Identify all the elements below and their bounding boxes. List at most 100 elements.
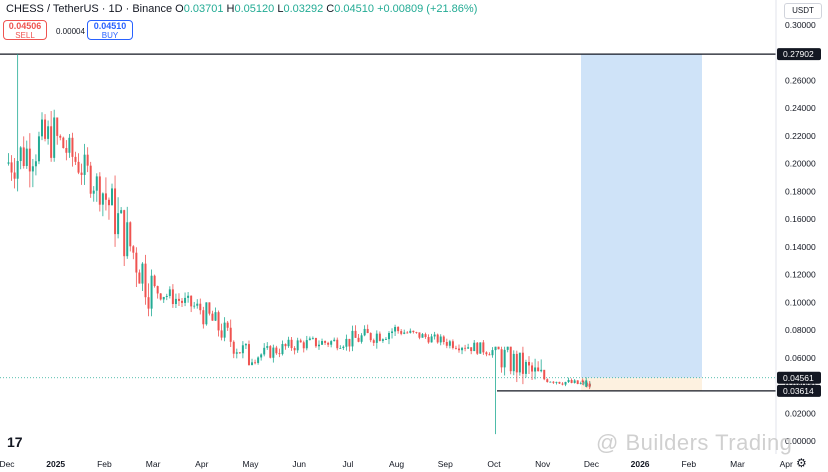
- price-tick-label: 0.02000: [785, 408, 816, 418]
- candle-body: [451, 341, 454, 348]
- price-tick-label: 0.22000: [785, 131, 816, 141]
- currency-selector[interactable]: USDT: [784, 3, 822, 19]
- candle-body: [132, 246, 135, 253]
- candle-body: [579, 383, 582, 385]
- candle-body: [53, 117, 56, 158]
- candle-body: [19, 147, 22, 162]
- candle-body: [138, 272, 141, 284]
- candle-body: [101, 193, 104, 205]
- time-tick-label: Feb: [681, 459, 696, 469]
- time-tick-label: Apr: [195, 459, 208, 469]
- candle-body: [424, 334, 427, 338]
- candle-body: [418, 332, 421, 338]
- time-tick-label: Dec: [0, 459, 15, 469]
- candle-body: [400, 331, 403, 334]
- candle-body: [187, 295, 190, 298]
- candle-body: [561, 383, 564, 385]
- candle-body: [129, 222, 132, 247]
- spread-value: 0.00004: [56, 27, 85, 36]
- candle-body: [299, 340, 302, 343]
- candle-body: [156, 286, 159, 294]
- candle-body: [497, 346, 500, 350]
- candle-body: [247, 344, 250, 366]
- candle-body: [546, 379, 549, 383]
- candle-body: [296, 340, 299, 351]
- candle-body: [384, 339, 387, 340]
- close-value: 0.04510: [334, 3, 374, 15]
- candle-body: [238, 352, 241, 354]
- candle-body: [168, 289, 171, 296]
- current-price-tag-bg: [777, 371, 821, 384]
- candle-body: [576, 380, 579, 384]
- candle-body: [266, 346, 269, 348]
- support-price-tag-bg: [777, 384, 821, 397]
- candles-group: [7, 54, 591, 435]
- candle-body: [375, 333, 378, 343]
- candle-body: [394, 326, 397, 332]
- candle-body: [177, 298, 180, 301]
- candle-body: [244, 344, 247, 346]
- candle-body: [506, 346, 509, 350]
- candle-body: [47, 126, 50, 139]
- candle-body: [159, 293, 162, 300]
- candle-body: [254, 362, 257, 364]
- candle-body: [153, 275, 156, 287]
- candle-body: [442, 336, 445, 342]
- candle-body: [500, 349, 503, 368]
- candle-body: [360, 335, 363, 342]
- candle-body: [120, 210, 123, 214]
- candle-body: [457, 348, 460, 351]
- candle-body: [10, 162, 13, 173]
- candle-body: [147, 297, 150, 309]
- candle-body: [409, 330, 412, 333]
- candle-body: [567, 380, 570, 382]
- candle-body: [199, 303, 202, 311]
- candle-body: [415, 332, 418, 333]
- candle-body: [126, 222, 129, 257]
- time-tick-label: Feb: [97, 459, 112, 469]
- price-tick-label: 0.24000: [785, 103, 816, 113]
- buy-price: 0.04510: [93, 21, 127, 31]
- candle-body: [430, 336, 433, 343]
- candle-body: [260, 354, 263, 358]
- top-line-price-tag: 0.27902: [783, 49, 814, 59]
- symbol-title[interactable]: CHESS / TetherUS · 1D · Binance: [6, 3, 173, 15]
- time-tick-label: Sep: [438, 459, 453, 469]
- candle-body: [470, 347, 473, 352]
- buy-button[interactable]: 0.04510 BUY: [87, 20, 133, 40]
- candle-body: [16, 161, 19, 179]
- tradingview-logo[interactable]: 17: [7, 434, 23, 450]
- candle-body: [214, 312, 217, 321]
- stop-zone[interactable]: [581, 377, 702, 391]
- candle-body: [570, 380, 573, 383]
- candle-body: [540, 369, 543, 372]
- open-label: O: [175, 3, 184, 15]
- candle-body: [184, 297, 187, 303]
- candle-body: [174, 298, 177, 305]
- candle-body: [324, 341, 327, 343]
- candle-body: [275, 347, 278, 354]
- high-label: H: [226, 3, 235, 15]
- candle-body: [223, 322, 226, 338]
- time-tick-label: Apr: [780, 459, 793, 469]
- candle-body: [217, 312, 220, 331]
- candle-body: [284, 344, 287, 347]
- candle-body: [512, 353, 515, 372]
- buy-label: BUY: [101, 31, 119, 40]
- candle-body: [196, 303, 199, 306]
- sell-button[interactable]: 0.04506 SELL: [3, 20, 47, 40]
- candle-body: [278, 353, 281, 355]
- time-tick-label: Oct: [487, 459, 501, 469]
- candle-body: [454, 347, 457, 349]
- candle-body: [582, 382, 585, 384]
- candle-body: [208, 302, 211, 314]
- candle-body: [552, 381, 555, 383]
- candle-body: [235, 352, 238, 354]
- time-axis[interactable]: Dec 2025 Feb Mar Apr May Jun Jul Aug Sep Oct Nov Dec…: [0, 459, 793, 469]
- candle-body: [251, 362, 254, 366]
- target-zone[interactable]: [581, 54, 702, 378]
- candle-body: [479, 342, 482, 354]
- support-price-tag: 0.03614: [783, 386, 814, 396]
- gear-icon[interactable]: ⚙: [796, 456, 807, 470]
